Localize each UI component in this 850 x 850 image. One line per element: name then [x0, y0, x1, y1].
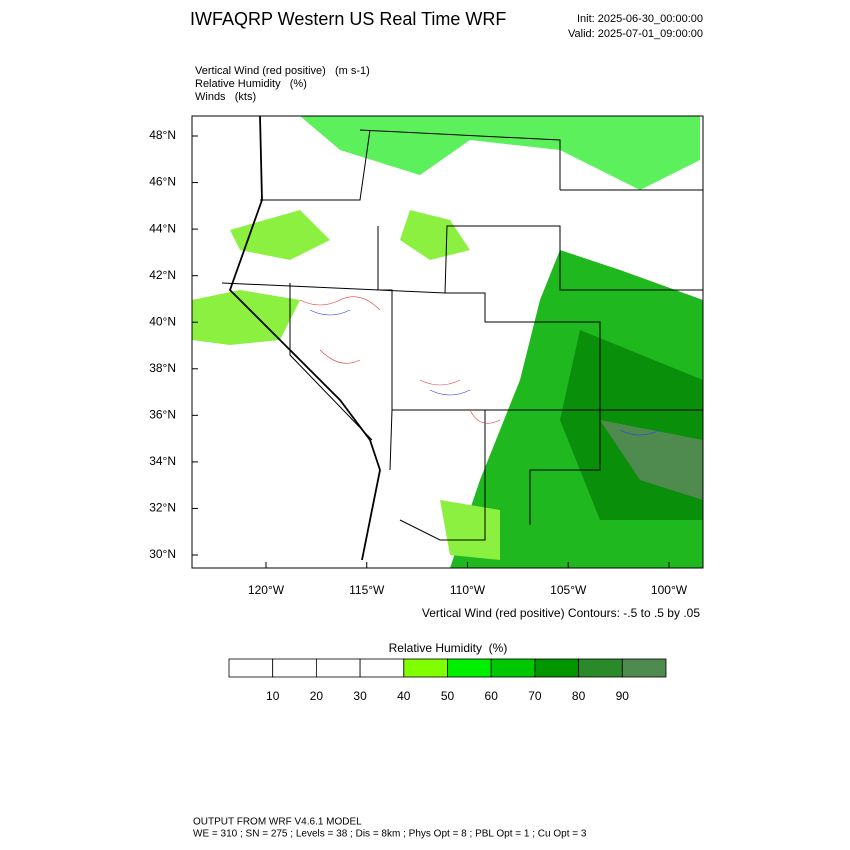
footer-line: OUTPUT FROM WRF V4.6.1 MODEL [193, 817, 362, 828]
humidity-area [600, 420, 703, 500]
lat-label: 38°N [149, 361, 176, 375]
humidity-area [400, 210, 470, 260]
lat-label: 44°N [149, 221, 176, 235]
lat-label: 32°N [149, 501, 176, 515]
colorbar-box [228, 658, 274, 678]
lon-label: 105°W [550, 583, 587, 597]
lon-label: 115°W [349, 583, 385, 597]
colorbar-label: 10 [266, 689, 280, 703]
borders [221, 116, 703, 561]
lat-label: 42°N [149, 268, 176, 282]
colorbar-label: 40 [397, 689, 411, 703]
colorbar-title: Relative Humidity (%) [389, 641, 508, 655]
footer-line: WE = 310 ; SN = 275 ; Levels = 38 ; Dis … [193, 829, 587, 840]
colorbar-label: 70 [528, 689, 542, 703]
colorbar-box [359, 658, 405, 678]
lon-label: 120°W [248, 583, 285, 597]
colorbar-box [534, 658, 580, 678]
lat-label: 48°N [149, 128, 176, 142]
colorbar-label: 80 [572, 689, 586, 703]
contour-note: Vertical Wind (red positive) Contours: -… [422, 606, 700, 620]
valid-time: Valid: 2025-07-01_09:00:00 [568, 28, 703, 40]
colorbar-box [490, 658, 536, 678]
title: IWFAQRP Western US Real Time WRF [190, 9, 506, 29]
field-label: Relative Humidity (%) [195, 78, 307, 90]
lat-label: 46°N [149, 175, 176, 189]
colorbar-label: 30 [353, 689, 367, 703]
lat-label: 34°N [149, 454, 176, 468]
lat-label: 36°N [149, 408, 176, 422]
colorbar-box [447, 658, 492, 678]
map [191, 115, 704, 569]
colorbar-box [315, 658, 361, 678]
map-frame [191, 115, 704, 569]
field-label: Vertical Wind (red positive) (m s-1) [195, 65, 370, 77]
colorbar-box [272, 658, 317, 678]
field-label: Winds (kts) [195, 91, 256, 103]
lon-label: 100°W [651, 583, 688, 597]
humidity-area [192, 290, 300, 345]
colorbar-box [403, 658, 448, 678]
humidity-area [300, 116, 700, 190]
colorbar-box [621, 658, 667, 678]
colorbar-label: 60 [485, 689, 499, 703]
colorbar-label: 50 [441, 689, 455, 703]
init-time: Init: 2025-06-30_00:00:00 [577, 13, 703, 25]
vertical-wind-contours [309, 309, 661, 436]
lat-label: 30°N [149, 547, 176, 561]
humidity-area [230, 210, 330, 260]
colorbar-box [578, 658, 623, 678]
vertical-wind-contours [299, 296, 501, 424]
lon-label: 110°W [450, 583, 486, 597]
colorbar-label: 90 [616, 689, 630, 703]
lat-label: 40°N [149, 314, 176, 328]
colorbar-label: 20 [310, 689, 324, 703]
